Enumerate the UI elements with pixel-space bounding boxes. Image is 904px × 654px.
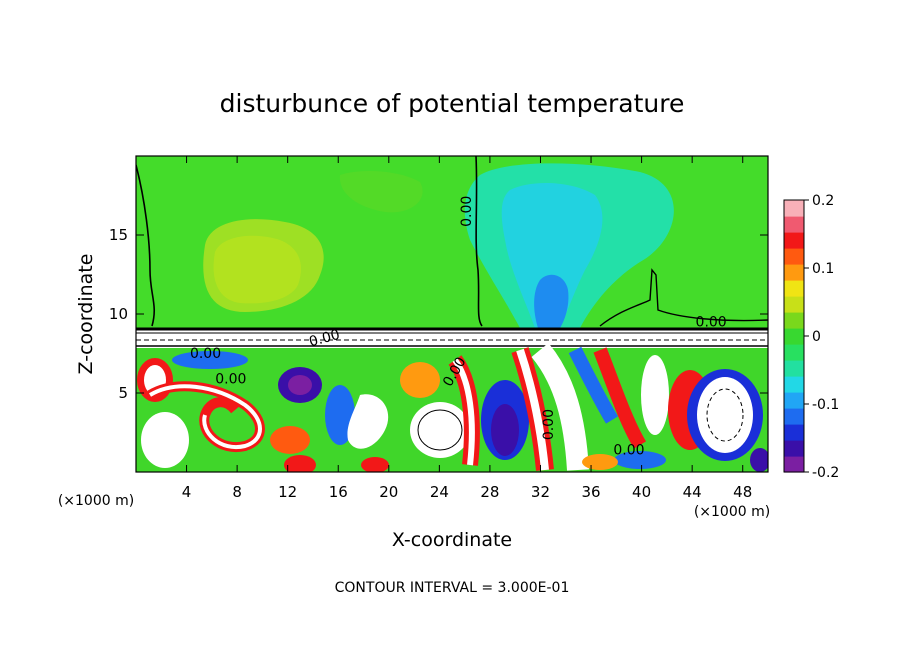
colorbar-tick-label: 0 xyxy=(812,329,821,345)
colorbar-swatch xyxy=(784,424,804,441)
colorbar-swatch xyxy=(784,408,804,425)
x-tick-label: 48 xyxy=(733,483,752,501)
colorbar-tick-label: 0.2 xyxy=(812,193,834,209)
colorbar-swatch xyxy=(784,280,804,297)
colorbar-swatch xyxy=(784,264,804,281)
colorbar-swatch xyxy=(784,312,804,329)
x-tick-label: 4 xyxy=(182,483,192,501)
warm-region-small xyxy=(339,170,423,213)
colorbar: 0.2 0.1 0 -0.1 -0.2 xyxy=(783,193,839,481)
colorbar-tick-label: -0.2 xyxy=(812,465,839,481)
x-unit-label-right: (×1000 m) xyxy=(694,504,770,520)
lower-eddies xyxy=(137,342,768,472)
zero-contour-left xyxy=(136,164,156,327)
inversion-band xyxy=(136,328,768,348)
colorbar-swatch xyxy=(784,248,804,265)
colorbar-swatch xyxy=(784,456,804,473)
colorbar-swatch xyxy=(784,440,804,457)
x-tick-label: 20 xyxy=(379,483,398,501)
contour-labels: 0.000.000.000.000.00 0.000.000.00 xyxy=(190,196,727,459)
x-tick-label: 28 xyxy=(480,483,499,501)
y-axis: 5 10 15 xyxy=(109,226,768,402)
contour-label: 0.00 xyxy=(613,443,644,459)
x-unit-label: (×1000 m) xyxy=(58,493,134,509)
chart-title: disturbunce of potential temperature xyxy=(220,89,685,118)
y-axis-label: Z-coordinate xyxy=(75,254,97,375)
x-tick-label: 40 xyxy=(632,483,651,501)
x-tick-label: 24 xyxy=(430,483,449,501)
x-axis-label: X-coordinate xyxy=(392,529,512,551)
colorbar-swatch xyxy=(784,328,804,345)
contour-label: 0.00 xyxy=(215,372,246,388)
colorbar-swatch xyxy=(784,360,804,377)
x-tick-label: 16 xyxy=(329,483,348,501)
x-tick-label: 32 xyxy=(531,483,550,501)
contour-label: 0.00 xyxy=(190,346,221,362)
plot-area xyxy=(136,156,768,472)
contour-interval-footer: CONTOUR INTERVAL = 3.000E-01 xyxy=(335,580,570,596)
y-tick-label: 15 xyxy=(109,226,128,244)
colorbar-swatch xyxy=(784,200,804,217)
y-tick-label: 10 xyxy=(109,305,128,323)
cold-plume-inner xyxy=(501,183,603,328)
cold-plume-core xyxy=(534,274,569,328)
x-tick-label: 12 xyxy=(278,483,297,501)
contour-label: 0.00 xyxy=(459,196,475,227)
zero-contour-right xyxy=(599,268,768,327)
colorbar-tick-label: -0.1 xyxy=(812,397,839,413)
zero-contour-upper xyxy=(475,156,483,327)
contour-label: 0.00 xyxy=(696,315,727,331)
colorbar-swatch xyxy=(784,296,804,313)
colorbar-swatch xyxy=(784,376,804,393)
colorbar-swatch xyxy=(784,232,804,249)
x-tick-label: 8 xyxy=(232,483,242,501)
contour-label: 0.00 xyxy=(541,409,557,440)
x-tick-label: 36 xyxy=(581,483,600,501)
warm-region-inner xyxy=(213,235,301,304)
colorbar-swatch xyxy=(784,344,804,361)
colorbar-swatch xyxy=(784,216,804,233)
x-tick-label: 44 xyxy=(683,483,702,501)
x-axis: 4 8 12 16 20 24 28 32 36 40 44 48 xyxy=(182,156,752,501)
colorbar-swatch xyxy=(784,392,804,409)
colorbar-tick-label: 0.1 xyxy=(812,261,834,277)
y-tick-label: 5 xyxy=(118,384,128,402)
contour-label: 0.00 xyxy=(307,327,341,351)
